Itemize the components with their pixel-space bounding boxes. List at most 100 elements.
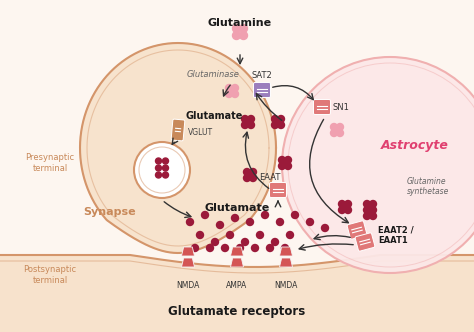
- Circle shape: [221, 244, 228, 252]
- Circle shape: [241, 122, 248, 128]
- FancyBboxPatch shape: [347, 221, 367, 239]
- Circle shape: [211, 238, 219, 245]
- Circle shape: [155, 165, 162, 171]
- Circle shape: [338, 201, 346, 208]
- Circle shape: [282, 244, 289, 252]
- Circle shape: [249, 175, 256, 182]
- FancyBboxPatch shape: [313, 100, 330, 115]
- Text: Glutaminase: Glutaminase: [187, 69, 239, 78]
- Circle shape: [134, 142, 190, 198]
- Circle shape: [364, 207, 371, 213]
- Circle shape: [186, 218, 193, 225]
- Circle shape: [237, 244, 244, 252]
- Circle shape: [276, 218, 283, 225]
- Circle shape: [256, 231, 264, 238]
- Circle shape: [370, 201, 376, 208]
- Circle shape: [279, 156, 285, 163]
- Circle shape: [247, 122, 255, 128]
- Polygon shape: [280, 258, 292, 267]
- Circle shape: [277, 122, 284, 128]
- Text: AMPA: AMPA: [227, 281, 247, 290]
- Circle shape: [337, 124, 344, 130]
- Text: NMDA: NMDA: [176, 281, 200, 290]
- Circle shape: [231, 85, 238, 92]
- Text: Glutamate: Glutamate: [185, 111, 243, 121]
- Circle shape: [191, 244, 199, 252]
- FancyBboxPatch shape: [254, 82, 271, 98]
- Polygon shape: [230, 258, 244, 267]
- Circle shape: [207, 244, 213, 252]
- Circle shape: [266, 244, 273, 252]
- Circle shape: [364, 212, 371, 219]
- Circle shape: [307, 218, 313, 225]
- Circle shape: [330, 124, 337, 130]
- Circle shape: [241, 238, 248, 245]
- Text: Synapse: Synapse: [84, 207, 137, 217]
- Text: EAAT: EAAT: [259, 173, 281, 182]
- Circle shape: [244, 169, 250, 176]
- Circle shape: [155, 158, 162, 164]
- Circle shape: [249, 169, 256, 176]
- Circle shape: [321, 224, 328, 231]
- Circle shape: [239, 32, 247, 40]
- Text: NMDA: NMDA: [274, 281, 298, 290]
- Circle shape: [345, 207, 352, 213]
- Circle shape: [217, 221, 224, 228]
- Circle shape: [282, 57, 474, 273]
- Circle shape: [338, 207, 346, 213]
- Circle shape: [284, 156, 292, 163]
- Circle shape: [163, 172, 168, 178]
- Circle shape: [231, 91, 238, 98]
- Polygon shape: [280, 247, 292, 256]
- Text: SAT2: SAT2: [252, 71, 273, 80]
- Circle shape: [244, 175, 250, 182]
- FancyBboxPatch shape: [270, 183, 286, 198]
- Circle shape: [201, 211, 209, 218]
- Text: Astrocyte: Astrocyte: [381, 138, 449, 151]
- Circle shape: [272, 122, 279, 128]
- Circle shape: [262, 211, 268, 218]
- Text: VGLUT: VGLUT: [188, 127, 213, 136]
- Circle shape: [231, 214, 238, 221]
- Circle shape: [226, 91, 233, 98]
- Text: Glutamate receptors: Glutamate receptors: [168, 305, 306, 318]
- Circle shape: [163, 158, 168, 164]
- Circle shape: [345, 201, 352, 208]
- Circle shape: [272, 116, 279, 123]
- Circle shape: [226, 85, 233, 92]
- Circle shape: [241, 116, 248, 123]
- Circle shape: [197, 231, 203, 238]
- Circle shape: [239, 25, 247, 33]
- Circle shape: [252, 244, 258, 252]
- Polygon shape: [230, 247, 244, 256]
- Circle shape: [286, 231, 293, 238]
- Text: Glutamine: Glutamine: [208, 18, 272, 28]
- Circle shape: [233, 25, 240, 33]
- Polygon shape: [182, 247, 194, 256]
- Circle shape: [284, 162, 292, 170]
- Circle shape: [233, 32, 240, 40]
- Circle shape: [163, 165, 168, 171]
- Circle shape: [292, 211, 299, 218]
- Text: Glutamine
synthetase: Glutamine synthetase: [407, 177, 449, 197]
- Circle shape: [277, 116, 284, 123]
- Circle shape: [246, 218, 254, 225]
- Circle shape: [337, 129, 344, 136]
- Circle shape: [272, 238, 279, 245]
- FancyBboxPatch shape: [355, 233, 375, 251]
- Text: EAAT2 /
EAAT1: EAAT2 / EAAT1: [378, 225, 414, 245]
- Circle shape: [279, 162, 285, 170]
- Circle shape: [227, 231, 234, 238]
- Circle shape: [247, 116, 255, 123]
- Circle shape: [330, 129, 337, 136]
- Text: Postsynaptic
terminal: Postsynaptic terminal: [23, 265, 77, 285]
- Text: Glutamate: Glutamate: [204, 203, 270, 213]
- Polygon shape: [80, 43, 276, 253]
- Circle shape: [370, 207, 376, 213]
- Text: Presynaptic
terminal: Presynaptic terminal: [26, 153, 74, 173]
- Circle shape: [155, 172, 162, 178]
- Text: SN1: SN1: [333, 103, 350, 112]
- Circle shape: [370, 212, 376, 219]
- FancyBboxPatch shape: [171, 119, 185, 141]
- Polygon shape: [182, 258, 194, 267]
